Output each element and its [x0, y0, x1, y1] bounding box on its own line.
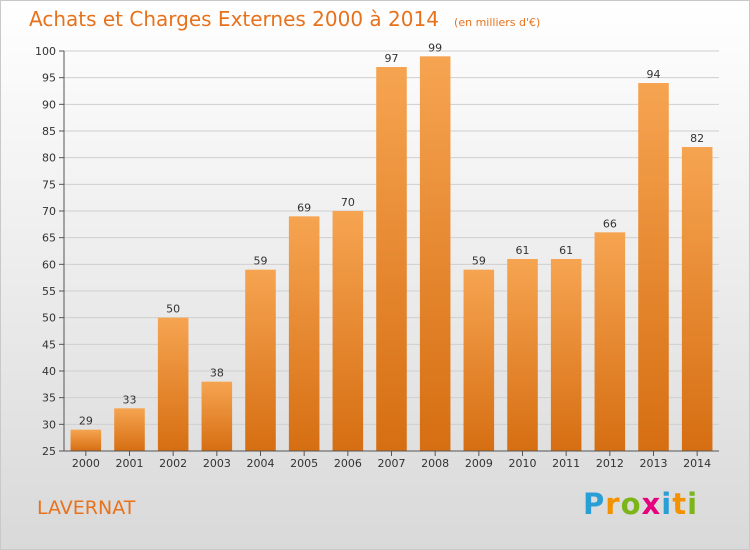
y-tick-label: 50 [42, 312, 56, 325]
y-tick-label: 40 [42, 365, 56, 378]
x-tick-label-2014: 2014 [683, 457, 711, 470]
chart-unit: (en milliers d'€) [454, 16, 541, 29]
bar-2001 [114, 408, 145, 451]
logo-letter: i [661, 487, 673, 521]
y-tick-label: 55 [42, 285, 56, 298]
x-tick-label-2011: 2011 [552, 457, 580, 470]
value-label-2009: 59 [472, 255, 486, 268]
value-label-2002: 50 [166, 303, 180, 316]
place-name: LAVERNAT [37, 497, 136, 519]
value-label-2008: 99 [428, 41, 442, 54]
logo-letter: x [641, 487, 662, 521]
bars [70, 56, 713, 451]
value-label-2001: 33 [123, 393, 137, 406]
x-tick-label-2001: 2001 [116, 457, 144, 470]
y-tick-label: 75 [42, 178, 56, 191]
y-tick-label: 70 [42, 205, 56, 218]
chart-title-block: Achats et Charges Externes 2000 à 2014 (… [29, 7, 540, 31]
value-label-2004: 59 [254, 255, 268, 268]
y-tick-label: 60 [42, 258, 56, 271]
y-tick-label: 65 [42, 232, 56, 245]
bar-2004 [245, 269, 276, 451]
x-tick-label-2004: 2004 [247, 457, 275, 470]
x-tick-label-2010: 2010 [509, 457, 537, 470]
x-tick-label-2002: 2002 [159, 457, 187, 470]
bar-2011 [550, 259, 582, 451]
logo-letter: t [672, 487, 688, 521]
bar-2005 [288, 216, 320, 451]
value-label-2010: 61 [516, 244, 530, 257]
y-tick-label: 100 [35, 45, 56, 58]
x-tick-label-2007: 2007 [378, 457, 406, 470]
value-label-2003: 38 [210, 367, 224, 380]
x-tick-label-2008: 2008 [421, 457, 449, 470]
y-tick-label: 30 [42, 418, 56, 431]
value-label-2005: 69 [297, 201, 311, 214]
y-tick-label: 80 [42, 152, 56, 165]
bar-2003 [201, 381, 233, 451]
labels: 25 30 35 40 45 50 55 60 65 70 75 80 85 90 95 100 29 2000 3… [35, 41, 711, 470]
x-tick-label-2005: 2005 [290, 457, 318, 470]
chart-title: Achats et Charges Externes 2000 à 2014 [29, 7, 439, 31]
bar-2010 [507, 259, 538, 451]
value-label-2000: 29 [79, 415, 93, 428]
y-tick-label: 45 [42, 338, 56, 351]
bar-2000 [70, 429, 102, 451]
bar-2009 [463, 269, 495, 451]
logo-letter: i [687, 487, 699, 521]
x-tick-label-2000: 2000 [72, 457, 100, 470]
value-label-2011: 61 [559, 244, 573, 257]
value-label-2007: 97 [385, 52, 399, 65]
x-tick-label-2006: 2006 [334, 457, 362, 470]
value-label-2014: 82 [690, 132, 704, 145]
value-label-2013: 94 [647, 68, 661, 81]
y-tick-label: 95 [42, 72, 56, 85]
bar-2002 [157, 317, 189, 451]
bar-2012 [594, 232, 626, 451]
logo-letter: P [583, 487, 606, 521]
x-tick-label-2012: 2012 [596, 457, 624, 470]
y-tick-label: 85 [42, 125, 56, 138]
bar-2014 [681, 147, 713, 451]
y-tick-label: 90 [42, 98, 56, 111]
bar-2013 [638, 83, 669, 451]
x-tick-label-2009: 2009 [465, 457, 493, 470]
bar-2007 [376, 67, 407, 451]
bar-2006 [332, 211, 364, 451]
proxiti-logo: Proxiti [583, 487, 698, 521]
y-tick-label: 25 [42, 445, 56, 458]
logo-letter: o [620, 487, 642, 521]
logo-letter: r [605, 487, 621, 521]
y-tick-label: 35 [42, 392, 56, 405]
value-label-2006: 70 [341, 196, 355, 209]
x-tick-label-2003: 2003 [203, 457, 231, 470]
axes [59, 50, 719, 456]
value-label-2012: 66 [603, 217, 617, 230]
bar-2008 [419, 56, 451, 451]
x-tick-label-2013: 2013 [640, 457, 668, 470]
